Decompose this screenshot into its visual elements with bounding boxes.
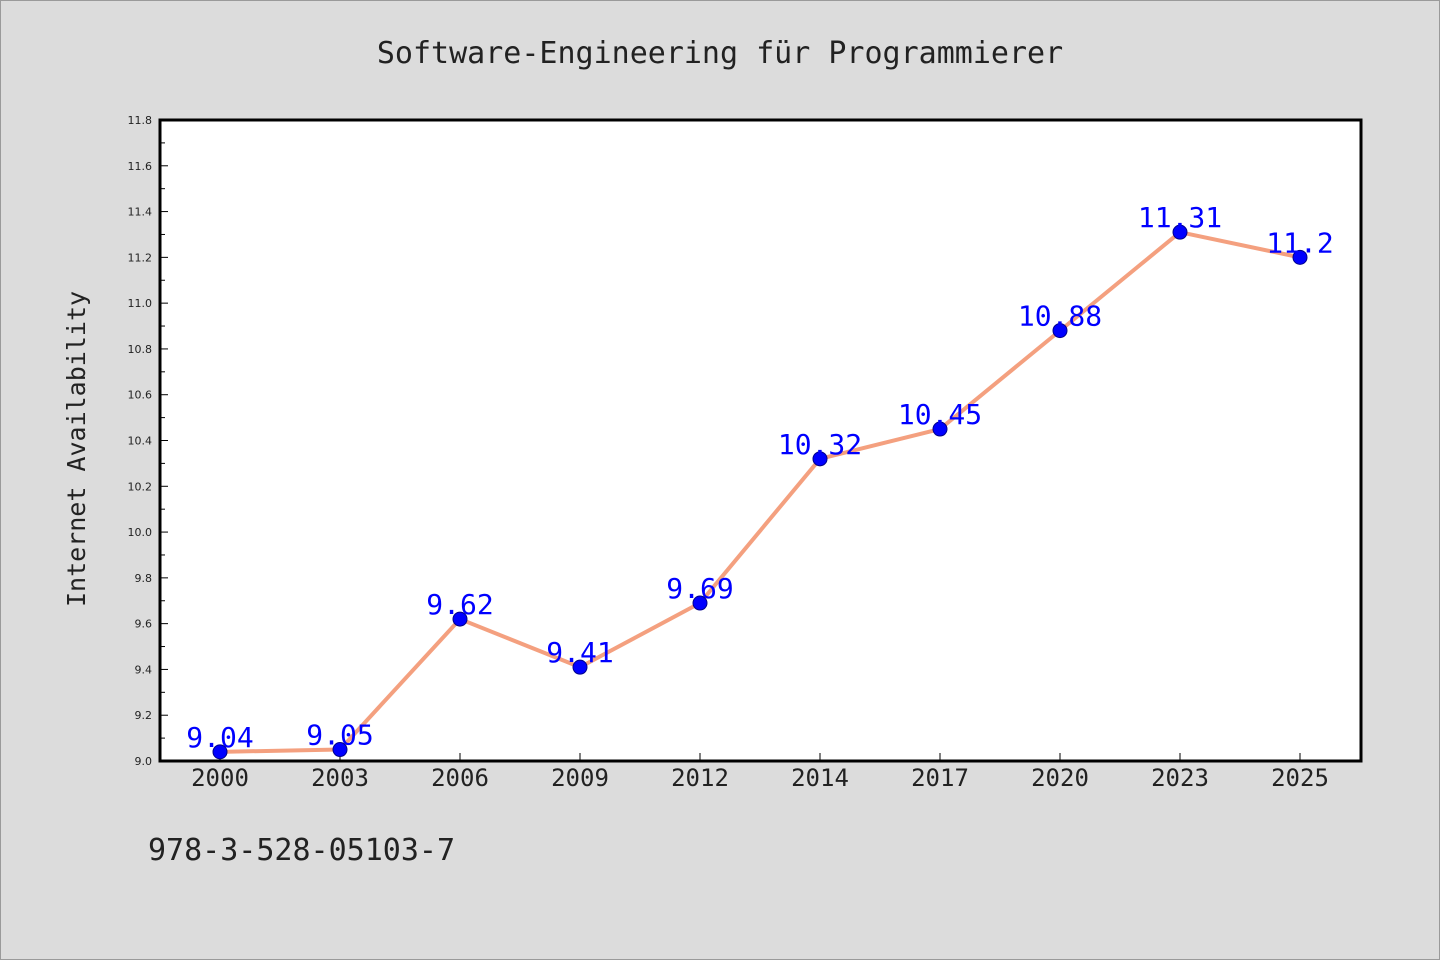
data-point (932, 421, 948, 437)
y-tick-label: 11.2 (128, 251, 153, 264)
x-tick-label: 2017 (911, 764, 969, 792)
data-point (452, 611, 468, 627)
y-tick-label: 10.2 (128, 480, 153, 493)
y-tick-label: 11.8 (128, 114, 153, 127)
y-tick-label: 9.2 (135, 709, 153, 722)
data-point (1292, 249, 1308, 265)
data-point (1172, 224, 1188, 240)
y-tick-label: 11.6 (128, 160, 153, 173)
data-label: 9.69 (666, 572, 733, 605)
y-tick-label: 9.4 (135, 663, 153, 676)
data-label: 11.2 (1266, 226, 1333, 259)
data-label: 11.31 (1138, 201, 1222, 234)
data-point (692, 595, 708, 611)
data-label: 9.41 (546, 636, 613, 669)
y-tick-label: 10.0 (128, 526, 153, 539)
y-axis: 9.0 9.2 9.4 9.6 9.8 10.0 10.2 10.4 10.6 10.8 11.0 1… (128, 114, 168, 768)
y-tick-label: 9.0 (135, 755, 153, 768)
x-tick-label: 2006 (431, 764, 489, 792)
y-tick-label: 10.4 (128, 435, 153, 448)
y-tick-label: 9.8 (135, 572, 153, 585)
data-label: 10.88 (1018, 300, 1102, 333)
series-layer: 9.04 9.05 9.62 9.41 9.69 10.32 10.45 10.88 11.31… (186, 201, 1334, 760)
x-tick-label: 2025 (1271, 764, 1329, 792)
x-tick-label: 2000 (191, 764, 249, 792)
data-point (1052, 323, 1068, 339)
x-axis: 2000 2003 2006 2009 2012 2014 2017 2020 2023 2025 (191, 753, 1329, 792)
x-tick-label: 2012 (671, 764, 729, 792)
y-tick-label: 11.4 (128, 206, 153, 219)
data-point (572, 659, 588, 675)
data-point (332, 742, 348, 758)
x-tick-label: 2023 (1151, 764, 1209, 792)
data-point (212, 744, 228, 760)
series-line (219, 230, 1301, 754)
data-label: 10.32 (778, 428, 862, 461)
y-axis-label: Internet Availability (62, 291, 91, 607)
data-label: 9.62 (426, 588, 493, 621)
x-tick-label: 2003 (311, 764, 369, 792)
x-tick-label: 2014 (791, 764, 849, 792)
y-tick-label: 11.0 (128, 297, 153, 310)
x-tick-label: 2020 (1031, 764, 1089, 792)
y-tick-label: 10.8 (128, 343, 153, 356)
data-label: 10.45 (898, 398, 982, 431)
data-label: 9.05 (306, 719, 373, 752)
data-point (812, 451, 828, 467)
y-tick-label: 9.6 (135, 618, 153, 631)
isbn-label: 978-3-528-05103-7 (148, 833, 456, 868)
data-label: 9.04 (186, 721, 253, 754)
plot-area (158, 118, 1363, 763)
x-tick-label: 2009 (551, 764, 609, 792)
y-tick-label: 10.6 (128, 389, 153, 402)
chart-title: Software-Engineering für Programmierer (377, 36, 1063, 71)
